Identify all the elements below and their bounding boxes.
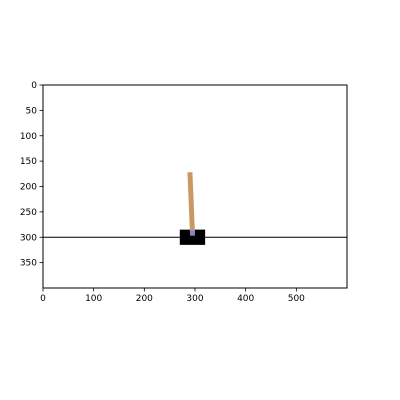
x-tick-label: 200 [136, 294, 153, 304]
y-tick-label: 150 [20, 157, 37, 167]
x-axis: 0 100 200 300 400 500 [40, 288, 305, 304]
y-tick-label: 300 [20, 233, 37, 243]
y-tick-label: 200 [20, 183, 37, 193]
y-tick-label: 100 [20, 132, 37, 142]
x-tick-label: 300 [186, 294, 203, 304]
y-tick-label: 250 [20, 208, 37, 218]
y-tick-label: 0 [31, 81, 37, 91]
axle [189, 230, 195, 236]
x-tick-label: 500 [288, 294, 305, 304]
axes-frame [42, 84, 348, 289]
cart [179, 229, 206, 245]
y-axis: 0 50 100 150 200 250 300 350 [20, 81, 43, 269]
x-tick-label: 0 [40, 294, 46, 304]
x-tick-label: 100 [85, 294, 102, 304]
y-tick-label: 350 [20, 259, 37, 269]
y-tick-label: 50 [26, 106, 38, 116]
pole [187, 172, 195, 234]
x-tick-label: 400 [237, 294, 254, 304]
plot-area [43, 85, 347, 288]
